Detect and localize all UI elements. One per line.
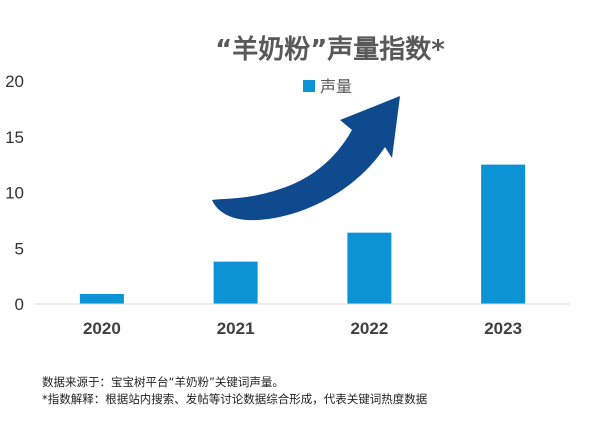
y-tick-label: 15 [5, 128, 24, 147]
source-note: 数据来源于：宝宝树平台“羊奶粉”关键词声量。 [42, 375, 284, 389]
bar-2021 [213, 261, 258, 304]
x-axis: 2020 2021 2022 2023 [83, 319, 522, 338]
x-tick-label: 2022 [350, 319, 388, 338]
bars [79, 164, 526, 304]
chart-title: “羊奶粉”声量指数* [215, 34, 445, 65]
y-tick-label: 20 [5, 72, 24, 91]
legend-label: 声量 [320, 77, 352, 96]
y-tick-label: 10 [5, 184, 24, 203]
x-tick-label: 2023 [484, 319, 522, 338]
y-tick-label: 0 [15, 295, 24, 314]
definition-note: *指数解释：根据站内搜索、发帖等讨论数据综合形成，代表关键词热度数据 [42, 392, 428, 406]
y-axis: 0 5 10 15 20 [5, 72, 24, 314]
bar-2023 [481, 164, 526, 304]
y-tick-label: 5 [15, 239, 24, 258]
x-tick-label: 2020 [83, 319, 121, 338]
legend: 声量 [303, 77, 352, 96]
x-tick-label: 2021 [217, 319, 255, 338]
legend-swatch [303, 80, 315, 92]
trend-arrow [212, 96, 400, 221]
bar-2020 [79, 293, 124, 304]
bar-2022 [347, 232, 392, 304]
